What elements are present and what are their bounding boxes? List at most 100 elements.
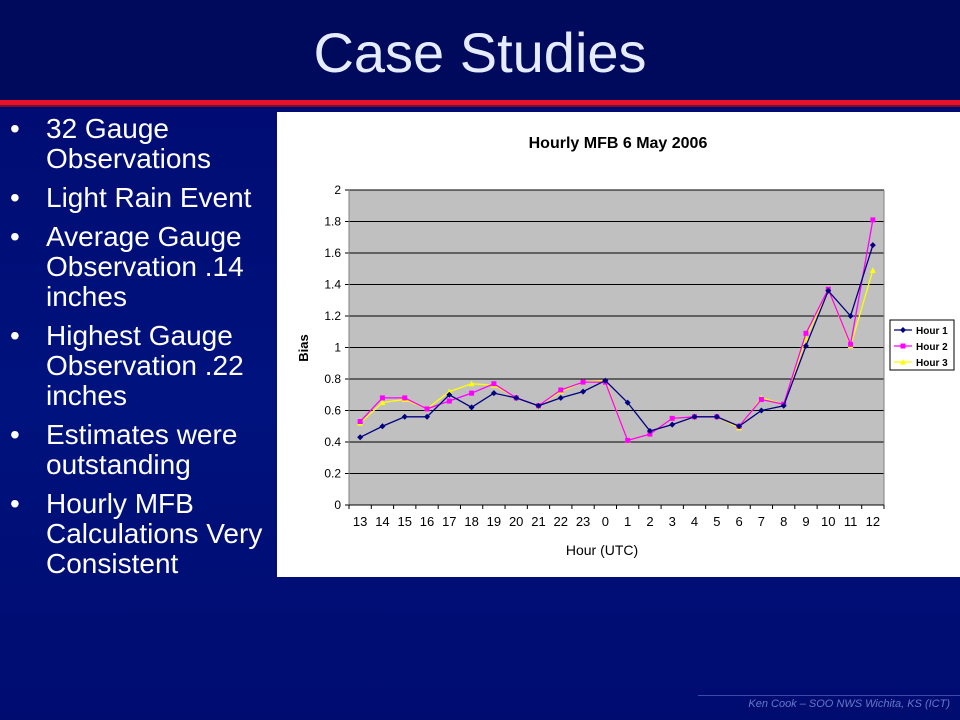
data-point <box>491 381 497 387</box>
legend-label: Hour 1 <box>916 326 948 337</box>
bullet-text: 32 Gauge Observations <box>46 113 211 174</box>
legend-label: Hour 2 <box>916 342 948 353</box>
data-point <box>780 402 787 409</box>
data-point <box>802 342 809 349</box>
data-point <box>558 387 564 393</box>
data-point <box>468 404 475 411</box>
bullet-text: Average Gauge Observation .14 inches <box>46 221 244 312</box>
y-tick-label: 1 <box>334 341 341 355</box>
data-point <box>535 402 542 409</box>
x-tick-label: 3 <box>669 514 676 529</box>
x-tick-label: 17 <box>442 514 456 529</box>
x-tick-label: 11 <box>844 514 858 529</box>
bullet-list: • 32 Gauge Observations • Light Rain Event… <box>8 114 278 588</box>
y-tick-label: 1.4 <box>324 278 341 292</box>
data-point <box>379 423 386 430</box>
slide-title: Case Studies <box>313 21 647 84</box>
data-point <box>825 287 832 294</box>
x-tick-label: 0 <box>602 514 609 529</box>
data-point <box>758 396 764 402</box>
bullet-text: Highest Gauge Observation .22 inches <box>46 320 244 411</box>
data-point <box>379 395 385 401</box>
data-point <box>357 434 364 441</box>
x-tick-label: 16 <box>420 514 434 529</box>
x-tick-label: 14 <box>375 514 389 529</box>
x-tick-label: 18 <box>464 514 478 529</box>
bullet-marker: • <box>10 221 20 252</box>
data-point <box>557 394 564 401</box>
x-tick-label: 7 <box>758 514 765 529</box>
data-point <box>758 407 765 414</box>
x-tick-label: 12 <box>866 514 880 529</box>
bullet-item: • Estimates were outstanding <box>8 420 278 480</box>
x-tick-label: 15 <box>397 514 411 529</box>
y-axis-label: Bias <box>296 334 311 361</box>
legend-label: Hour 3 <box>916 358 948 369</box>
bullet-marker: • <box>10 182 20 213</box>
chart-title: Hourly MFB 6 May 2006 <box>529 135 708 152</box>
bullet-item: • Average Gauge Observation .14 inches <box>8 222 278 312</box>
x-tick-label: 19 <box>487 514 501 529</box>
bullet-marker: • <box>10 419 20 450</box>
data-point <box>869 242 876 249</box>
bullet-item: • 32 Gauge Observations <box>8 114 278 174</box>
y-tick-label: 0.6 <box>324 404 341 418</box>
accent-divider <box>0 100 960 105</box>
x-tick-label: 23 <box>576 514 590 529</box>
data-point <box>424 406 430 412</box>
data-point <box>625 437 631 443</box>
y-tick-label: 0.4 <box>324 435 341 449</box>
bullet-marker: • <box>10 113 20 144</box>
y-tick-label: 0.8 <box>324 372 341 386</box>
y-tick-label: 0.2 <box>324 467 341 481</box>
data-point <box>424 413 431 420</box>
x-tick-label: 9 <box>802 514 809 529</box>
legend-marker <box>900 327 906 333</box>
data-point <box>669 415 675 421</box>
data-point <box>580 379 586 385</box>
y-tick-label: 0 <box>334 498 341 512</box>
x-tick-label: 20 <box>509 514 523 529</box>
x-tick-label: 6 <box>735 514 742 529</box>
data-point <box>691 413 698 420</box>
data-point <box>669 421 676 428</box>
x-tick-label: 2 <box>646 514 653 529</box>
x-tick-label: 13 <box>353 514 367 529</box>
x-tick-label: 8 <box>780 514 787 529</box>
line-chart: Hourly MFB 6 May 2006 Hour (UTC) Bias 0 0… <box>296 135 955 558</box>
data-point <box>848 341 854 347</box>
bullet-item: • Highest Gauge Observation .22 inches <box>8 321 278 411</box>
data-point <box>624 399 631 406</box>
data-point <box>870 217 876 223</box>
data-point <box>446 391 453 398</box>
y-tick-label: 1.8 <box>324 215 341 229</box>
data-point <box>869 267 876 273</box>
bullet-item: • Light Rain Event <box>8 183 278 213</box>
data-point <box>736 423 743 430</box>
series-line <box>359 219 874 442</box>
data-point <box>446 398 452 404</box>
bullet-text: Hourly MFB Calculations Very Consistent <box>46 488 263 579</box>
bullet-marker: • <box>10 488 20 519</box>
series-line <box>359 244 874 438</box>
data-point <box>580 388 587 395</box>
data-point <box>402 395 408 401</box>
data-point <box>357 419 363 425</box>
bullet-item: • Hourly MFB Calculations Very Consistent <box>8 489 278 579</box>
data-point <box>379 399 386 406</box>
x-tick-label: 21 <box>531 514 545 529</box>
data-point <box>647 431 653 437</box>
data-point <box>446 388 453 395</box>
data-point <box>490 390 497 397</box>
data-point <box>713 413 720 420</box>
data-point <box>847 313 854 319</box>
x-tick-label: 1 <box>624 514 631 529</box>
bullet-text: Estimates were outstanding <box>46 419 238 480</box>
x-tick-label: 22 <box>554 514 568 529</box>
data-point <box>646 427 653 434</box>
bullet-marker: • <box>10 320 20 351</box>
data-point <box>468 380 475 387</box>
legend-marker <box>900 343 906 349</box>
legend-marker <box>900 359 906 365</box>
chart-panel: Hourly MFB 6 May 2006 Hour (UTC) Bias 0 0… <box>277 112 960 577</box>
